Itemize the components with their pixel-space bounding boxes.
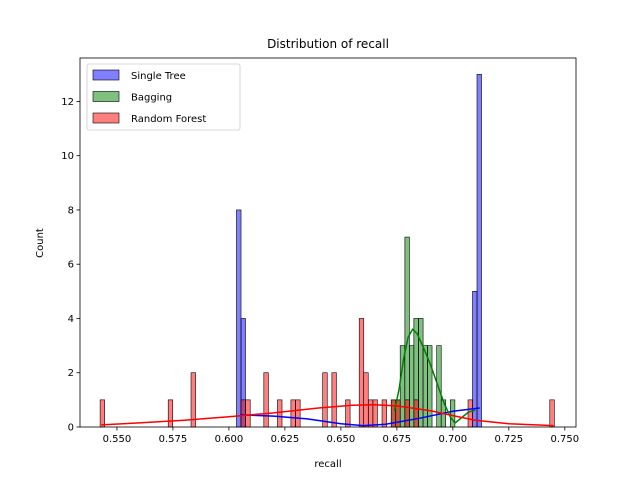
plot-frame: [79, 57, 577, 428]
y-tick-label: 6: [68, 260, 74, 271]
histogram-bar: [549, 399, 555, 428]
kde-line: [101, 403, 554, 427]
plot-area: 0.550 0.575 0.600 0.625 0.650 0.675 0.700 0.725…: [61, 57, 579, 445]
legend-swatch: [92, 69, 120, 81]
x-tick-label: 0.625: [271, 434, 300, 445]
histogram-bar: [99, 399, 105, 428]
histogram-bar: [409, 345, 415, 428]
histogram-bar: [404, 236, 410, 428]
x-tick-label: 0.750: [550, 434, 579, 445]
x-tick-label: 0.725: [495, 434, 524, 445]
x-tick-label: 0.575: [159, 434, 188, 445]
histogram-bar: [277, 399, 283, 428]
x-tick-label: 0.650: [327, 434, 356, 445]
histogram-bar: [436, 345, 442, 428]
histogram-bar: [363, 372, 369, 428]
histogram-bar: [472, 291, 478, 428]
legend-label: Single Tree: [131, 71, 186, 82]
histogram-bar: [381, 399, 387, 428]
histogram-bar: [245, 399, 251, 428]
histogram-bar: [236, 209, 242, 428]
histogram-bar: [467, 399, 473, 428]
histogram-bar: [372, 399, 378, 428]
histogram-bar: [368, 399, 374, 428]
legend-box: [86, 63, 241, 131]
legend-swatch: [92, 91, 120, 102]
legend: Single Tree Bagging Random Forest: [86, 63, 241, 131]
histogram-bar: [413, 399, 419, 428]
x-tick-label: 0.675: [383, 434, 412, 445]
y-tick-label: 4: [68, 314, 74, 325]
histogram-bar: [167, 399, 174, 428]
y-tick-label: 12: [61, 97, 74, 108]
histogram-bar: [331, 372, 337, 428]
x-tick-label: 0.700: [439, 434, 468, 445]
kde-line: [393, 328, 476, 424]
histogram-bar: [295, 399, 301, 428]
x-axis-label: recall: [314, 459, 341, 470]
y-axis-label: Count: [35, 228, 46, 258]
histogram-bar: [190, 372, 196, 428]
y-tick-label: 8: [68, 205, 74, 216]
legend-swatch: [92, 112, 120, 124]
histogram-bar: [395, 399, 401, 428]
histogram-bar: [418, 318, 424, 428]
histogram-bar: [263, 372, 269, 428]
legend-label: Random Forest: [131, 114, 206, 125]
y-tick-label: 2: [68, 368, 74, 379]
histogram-bar: [427, 345, 433, 428]
histogram-bar: [240, 399, 246, 428]
histogram-bar: [476, 73, 482, 428]
y-tick-label: 0: [68, 423, 74, 434]
histogram-bar: [322, 372, 328, 428]
legend-label: Bagging: [131, 93, 172, 104]
y-tick-label: 10: [61, 151, 74, 162]
x-tick-label: 0.600: [215, 434, 244, 445]
histogram-bar: [345, 399, 351, 428]
x-tick-label: 0.550: [103, 434, 132, 445]
histogram-bar: [404, 399, 410, 428]
histogram-bar: [358, 318, 365, 428]
chart-title: Distribution of recall: [267, 37, 389, 51]
histogram-bar: [290, 399, 296, 428]
